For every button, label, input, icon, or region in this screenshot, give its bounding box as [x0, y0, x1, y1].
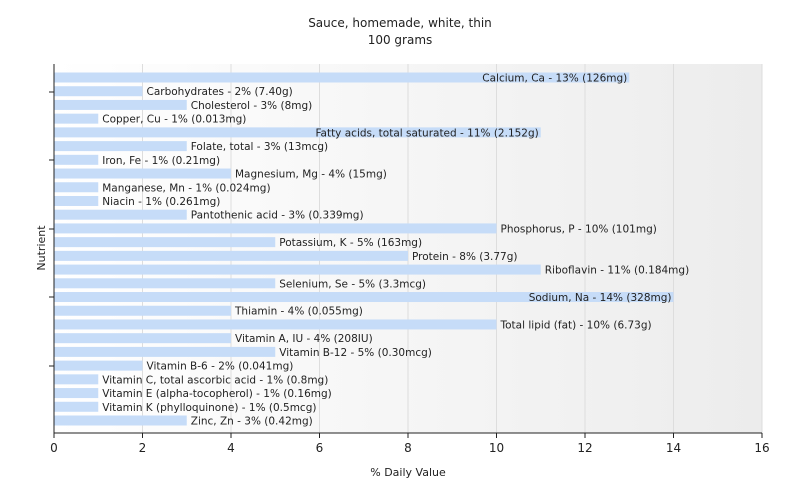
bar	[54, 223, 497, 234]
bar-label: Sodium, Na - 14% (328mg)	[529, 292, 672, 304]
y-ticks	[49, 91, 54, 367]
bar-label: Manganese, Mn - 1% (0.024mg)	[102, 182, 270, 194]
bar-label: Fatty acids, total saturated - 11% (2.15…	[315, 127, 538, 139]
bar-label: Vitamin E (alpha-tocopherol) - 1% (0.16m…	[102, 388, 332, 400]
bar-label: Thiamin - 4% (0.055mg)	[234, 306, 363, 318]
bar	[54, 86, 143, 97]
bar	[54, 374, 99, 385]
x-tick-label: 10	[489, 441, 504, 455]
bar	[54, 250, 408, 261]
bar-label: Phosphorus, P - 10% (101mg)	[501, 223, 657, 235]
bar-label: Folate, total - 3% (13mcg)	[191, 141, 328, 153]
bar-label: Pantothenic acid - 3% (0.339mg)	[191, 210, 364, 222]
x-tick-label: 8	[404, 441, 412, 455]
bar	[54, 305, 231, 316]
x-tick-label: 2	[139, 441, 147, 455]
bar-label: Zinc, Zn - 3% (0.42mg)	[191, 416, 313, 428]
bar-label: Niacin - 1% (0.261mg)	[102, 196, 220, 208]
bars-group	[54, 72, 674, 426]
bar-label: Magnesium, Mg - 4% (15mg)	[235, 169, 387, 181]
bar	[54, 415, 187, 426]
x-ticks: 0 2 4 6 8 10 12 14 16	[50, 433, 770, 455]
bar	[54, 401, 99, 412]
x-tick-label: 0	[50, 441, 58, 455]
x-tick-label: 16	[754, 441, 769, 455]
bar	[54, 195, 99, 206]
bar	[54, 182, 99, 193]
bar-label: Selenium, Se - 5% (3.3mcg)	[279, 278, 426, 290]
x-tick-label: 6	[316, 441, 324, 455]
bar	[54, 360, 143, 371]
bar	[54, 113, 99, 124]
bar-label: Vitamin K (phylloquinone) - 1% (0.5mcg)	[102, 402, 316, 414]
bar	[54, 264, 541, 275]
bar	[54, 168, 231, 179]
bar	[54, 292, 674, 303]
x-axis-title: % Daily Value	[370, 466, 446, 479]
bar	[54, 209, 187, 220]
bar-label: Copper, Cu - 1% (0.013mg)	[102, 114, 246, 126]
bar	[54, 333, 231, 344]
bar	[54, 319, 497, 330]
bar	[54, 127, 541, 138]
bar	[54, 278, 276, 289]
x-tick-label: 4	[227, 441, 235, 455]
chart-subtitle: 100 grams	[368, 33, 433, 47]
bar-label: Vitamin C, total ascorbic acid - 1% (0.8…	[102, 374, 328, 386]
x-tick-label: 14	[666, 441, 681, 455]
bar	[54, 388, 99, 399]
gridlines	[142, 64, 763, 433]
bar	[54, 154, 99, 165]
bar-label: Protein - 8% (3.77g)	[412, 251, 518, 263]
bar	[54, 346, 276, 357]
bar-label: Potassium, K - 5% (163mg)	[279, 237, 422, 249]
bar-label: Carbohydrates - 2% (7.40g)	[147, 86, 293, 98]
bar-label: Total lipid (fat) - 10% (6.73g)	[500, 319, 652, 331]
bar	[54, 141, 187, 152]
bar-label: Calcium, Ca - 13% (126mg)	[482, 73, 627, 85]
bar-label: Riboflavin - 11% (0.184mg)	[545, 265, 689, 277]
bar	[54, 72, 630, 83]
bar-label: Vitamin B-6 - 2% (0.041mg)	[147, 361, 294, 373]
bar-labels-group: Calcium, Ca - 13% (126mg) Carbohydrates -…	[102, 73, 689, 428]
bar-label: Iron, Fe - 1% (0.21mg)	[102, 155, 220, 167]
bar-label: Cholesterol - 3% (8mg)	[191, 100, 313, 112]
bar	[54, 237, 276, 248]
bar	[54, 99, 187, 110]
x-tick-label: 12	[577, 441, 592, 455]
y-axis-title: Nutrient	[35, 225, 48, 271]
bar-label: Vitamin B-12 - 5% (0.30mcg)	[279, 347, 432, 359]
chart-title: Sauce, homemade, white, thin	[308, 16, 492, 30]
bar-label: Vitamin A, IU - 4% (208IU)	[235, 333, 373, 345]
